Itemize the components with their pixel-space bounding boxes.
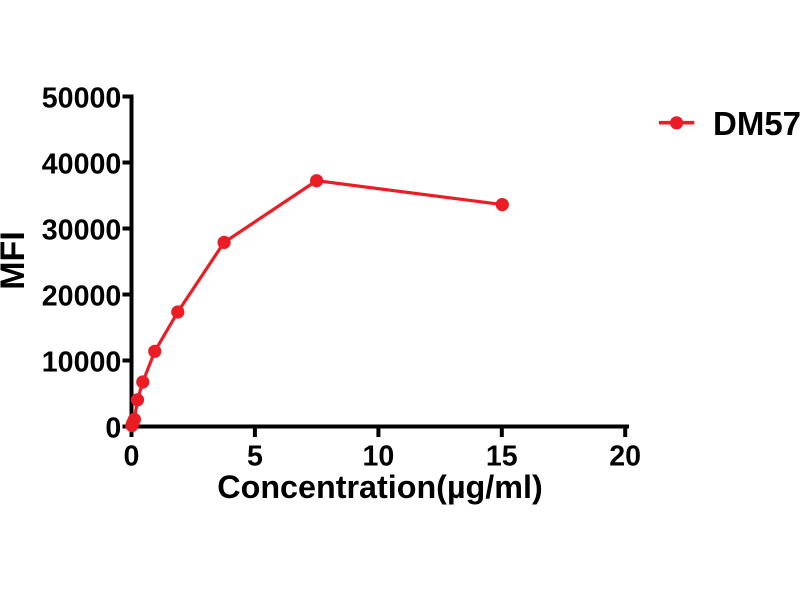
svg-text:0: 0	[124, 440, 140, 472]
svg-text:15: 15	[486, 440, 518, 472]
svg-text:0: 0	[105, 412, 121, 444]
svg-text:30000: 30000	[42, 214, 122, 246]
svg-text:10000: 10000	[42, 346, 122, 378]
svg-text:MFI: MFI	[0, 231, 32, 290]
svg-text:10: 10	[362, 440, 394, 472]
svg-text:50000: 50000	[42, 82, 122, 114]
svg-text:DM57: DM57	[713, 105, 800, 142]
svg-text:40000: 40000	[42, 148, 122, 180]
svg-text:20: 20	[609, 440, 641, 472]
svg-text:20000: 20000	[42, 280, 122, 312]
svg-text:Concentration(µg/ml): Concentration(µg/ml)	[217, 469, 542, 505]
svg-text:5: 5	[247, 440, 263, 472]
